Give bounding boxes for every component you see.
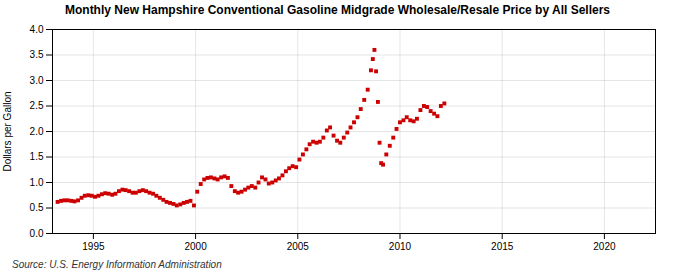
svg-text:2010: 2010 (389, 241, 412, 252)
html-text:Monthly New Hampshire Conventi: Monthly New Hampshire Conventional Gasol… (65, 3, 610, 17)
svg-text:1995: 1995 (82, 241, 105, 252)
svg-text:Dollars per Gallon: Dollars per Gallon (2, 91, 13, 171)
svg-text:2.0: 2.0 (30, 126, 44, 137)
svg-text:1.5: 1.5 (30, 151, 44, 162)
svg-text:0.0: 0.0 (30, 228, 44, 239)
svg-text:2000: 2000 (184, 241, 207, 252)
svg-text:4.0: 4.0 (30, 24, 44, 35)
svg-text:2005: 2005 (287, 241, 310, 252)
svg-text:2.5: 2.5 (30, 100, 44, 111)
html-text:Source: U.S. Energy Informatio: Source: U.S. Energy Information Administ… (12, 259, 222, 270)
svg-text:2015: 2015 (491, 241, 514, 252)
svg-text:0.5: 0.5 (30, 202, 44, 213)
svg-text:2020: 2020 (593, 241, 616, 252)
svg-text:3.5: 3.5 (30, 49, 44, 60)
svg-text:1.0: 1.0 (30, 177, 44, 188)
svg-text:3.0: 3.0 (30, 75, 44, 86)
